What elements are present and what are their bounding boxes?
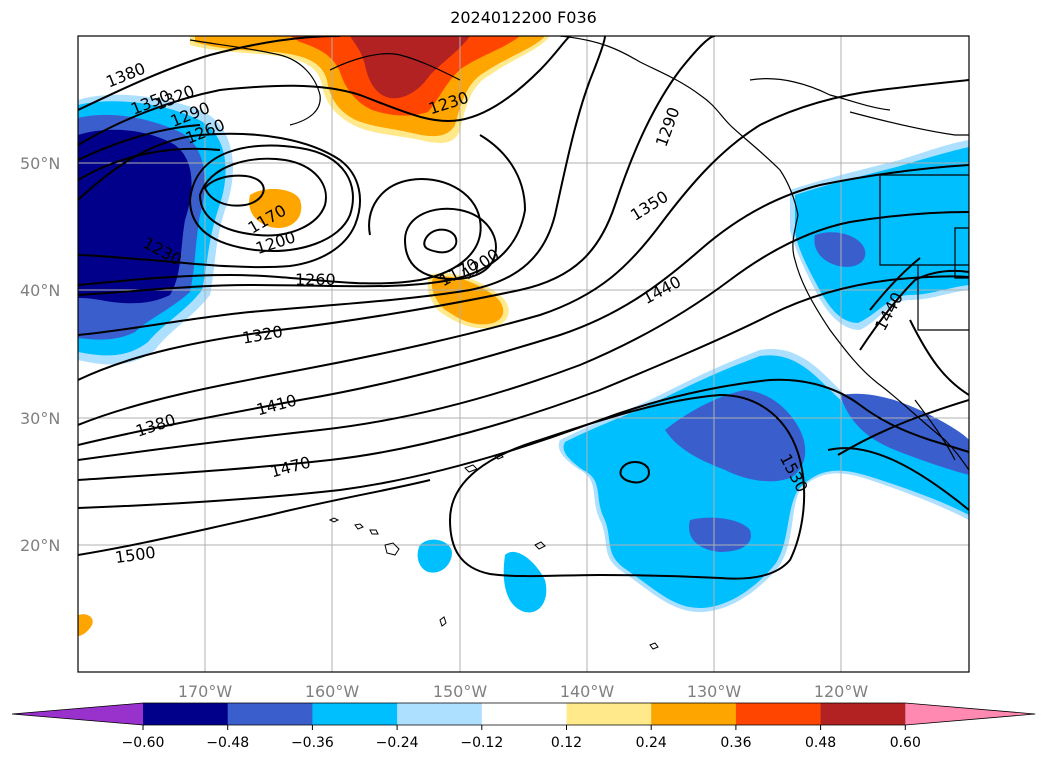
latitude-labels: 50°N 40°N 30°N 20°N [20,154,60,555]
shade-negative-island-b [503,551,547,613]
lon-label: 150°W [433,682,488,701]
colorbar-tick-label: −0.12 [460,735,503,751]
lat-label: 40°N [20,281,60,300]
colorbar-tick-label: 0.36 [720,735,751,751]
colorbar-tick-label: 0.24 [636,735,667,751]
shade-positive-max [350,36,470,99]
shade-positive-corner [78,614,93,636]
colorbar-segment [143,703,229,725]
lat-label: 50°N [20,154,60,173]
contour-label: 1470 [268,452,312,481]
contour-label: 1290 [652,105,684,150]
shade-negative-ne-mid [795,147,969,323]
colorbar-segment [566,703,652,725]
contour-label: 1320 [241,322,284,348]
colorbar-segment [651,703,737,725]
colorbar-tick-label: −0.36 [291,735,334,751]
colorbar: −0.60 −0.48 −0.36 −0.24 −0.12 0.12 0.24 0.36 0.4… [11,702,1036,751]
colorbar-tick-label: 0.60 [890,735,921,751]
colorbar-tick-label: 0.48 [805,735,836,751]
colorbar-segment [735,703,822,725]
shade-positive-small-a [249,188,302,228]
lon-label: 130°W [687,682,742,701]
colorbar-tick-label: −0.24 [376,735,419,751]
longitude-labels: 170°W 160°W 150°W 140°W 130°W 120°W [178,682,869,701]
contour-label: 1380 [103,59,148,92]
contour-label: 1380 [133,410,178,441]
lat-label: 20°N [20,536,60,555]
colorbar-segment [312,703,398,725]
colorbar-tick-label: 0.12 [551,735,582,751]
lon-label: 140°W [560,682,615,701]
colorbar-segment [820,703,906,725]
plot-frame [77,35,970,673]
colorbar-extend-low [12,703,143,725]
colorbar-tick-label: −0.48 [206,735,249,751]
colorbar-tick-label: −0.60 [122,735,165,751]
colorbar-segment [227,703,313,725]
shade-negative-ne-strong [814,232,866,267]
lon-label: 170°W [178,682,233,701]
lat-label: 30°N [20,409,60,428]
contour-label: 1260 [295,270,336,289]
colorbar-segment [397,703,483,725]
map-title: 2024012200 F036 [450,8,597,27]
contour-label: 1410 [254,390,298,419]
colorbar-extend-high [905,703,1036,725]
lon-label: 160°W [305,682,360,701]
shade-negative-island-a [417,539,452,573]
colorbar-segment [481,703,567,725]
lon-label: 120°W [814,682,869,701]
shade-negative-max [78,129,192,304]
contour-label: 1440 [639,272,684,308]
shade-negative-south-strong-b [689,517,751,552]
height-contours [78,36,969,580]
